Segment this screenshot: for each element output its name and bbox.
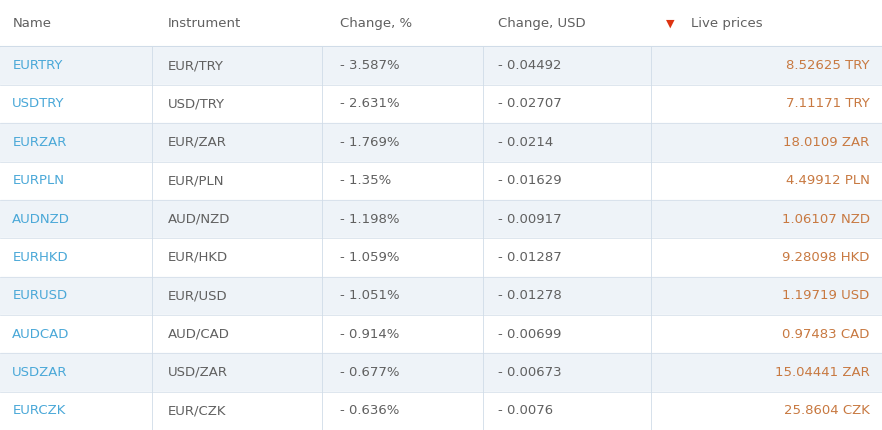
Bar	[0, 315, 882, 353]
Text: - 0.0076: - 0.0076	[498, 404, 554, 418]
Text: EUR/CZK: EUR/CZK	[168, 404, 226, 418]
Text: EUR/ZAR: EUR/ZAR	[168, 136, 227, 149]
Text: 8.52625 TRY: 8.52625 TRY	[786, 59, 870, 72]
Text: 0.97483 CAD: 0.97483 CAD	[782, 328, 870, 341]
Text: EUR/PLN: EUR/PLN	[168, 174, 224, 187]
Text: - 0.01629: - 0.01629	[498, 174, 562, 187]
Text: - 0.0214: - 0.0214	[498, 136, 554, 149]
Text: EURZAR: EURZAR	[12, 136, 67, 149]
Text: EUR/USD: EUR/USD	[168, 289, 228, 302]
Text: - 1.35%: - 1.35%	[340, 174, 391, 187]
Text: USD/TRY: USD/TRY	[168, 98, 225, 111]
Bar	[0, 353, 882, 392]
Bar	[0, 162, 882, 200]
Text: 1.19719 USD: 1.19719 USD	[782, 289, 870, 302]
Text: - 1.198%: - 1.198%	[340, 212, 399, 226]
Text: - 0.00699: - 0.00699	[498, 328, 562, 341]
Bar	[0, 123, 882, 162]
Text: - 0.02707: - 0.02707	[498, 98, 562, 111]
Text: 15.04441 ZAR: 15.04441 ZAR	[775, 366, 870, 379]
Text: 18.0109 ZAR: 18.0109 ZAR	[783, 136, 870, 149]
Bar	[0, 200, 882, 238]
Text: AUD/CAD: AUD/CAD	[168, 328, 229, 341]
Text: EURUSD: EURUSD	[12, 289, 67, 302]
Text: 9.28098 HKD: 9.28098 HKD	[782, 251, 870, 264]
Bar	[0, 85, 882, 123]
Text: Change, %: Change, %	[340, 17, 412, 30]
Text: - 0.914%: - 0.914%	[340, 328, 399, 341]
Text: AUDNZD: AUDNZD	[12, 212, 71, 226]
Text: USDTRY: USDTRY	[12, 98, 65, 111]
Bar	[0, 392, 882, 430]
Text: USDZAR: USDZAR	[12, 366, 68, 379]
Text: 1.06107 NZD: 1.06107 NZD	[781, 212, 870, 226]
Text: - 3.587%: - 3.587%	[340, 59, 400, 72]
Text: Instrument: Instrument	[168, 17, 241, 30]
Text: - 1.059%: - 1.059%	[340, 251, 399, 264]
Text: - 0.00673: - 0.00673	[498, 366, 562, 379]
Text: EURTRY: EURTRY	[12, 59, 63, 72]
Text: Name: Name	[12, 17, 51, 30]
Text: ▼: ▼	[666, 18, 675, 28]
Text: - 0.04492: - 0.04492	[498, 59, 562, 72]
Text: 4.49912 PLN: 4.49912 PLN	[786, 174, 870, 187]
Text: 25.8604 CZK: 25.8604 CZK	[784, 404, 870, 418]
Text: - 0.01287: - 0.01287	[498, 251, 562, 264]
Text: - 1.051%: - 1.051%	[340, 289, 400, 302]
Text: USD/ZAR: USD/ZAR	[168, 366, 228, 379]
Bar	[0, 276, 882, 315]
Text: EURCZK: EURCZK	[12, 404, 66, 418]
Text: AUDCAD: AUDCAD	[12, 328, 70, 341]
Text: Live prices: Live prices	[691, 17, 762, 30]
Text: Change, USD: Change, USD	[498, 17, 586, 30]
Text: EURHKD: EURHKD	[12, 251, 68, 264]
Bar	[0, 0, 882, 46]
Text: - 0.677%: - 0.677%	[340, 366, 399, 379]
Text: EUR/TRY: EUR/TRY	[168, 59, 223, 72]
Text: - 2.631%: - 2.631%	[340, 98, 400, 111]
Text: AUD/NZD: AUD/NZD	[168, 212, 230, 226]
Text: - 0.01278: - 0.01278	[498, 289, 562, 302]
Text: EURPLN: EURPLN	[12, 174, 64, 187]
Text: - 0.636%: - 0.636%	[340, 404, 399, 418]
Bar	[0, 46, 882, 85]
Text: 7.11171 TRY: 7.11171 TRY	[786, 98, 870, 111]
Bar	[0, 238, 882, 276]
Text: - 0.00917: - 0.00917	[498, 212, 562, 226]
Text: - 1.769%: - 1.769%	[340, 136, 399, 149]
Text: EUR/HKD: EUR/HKD	[168, 251, 228, 264]
